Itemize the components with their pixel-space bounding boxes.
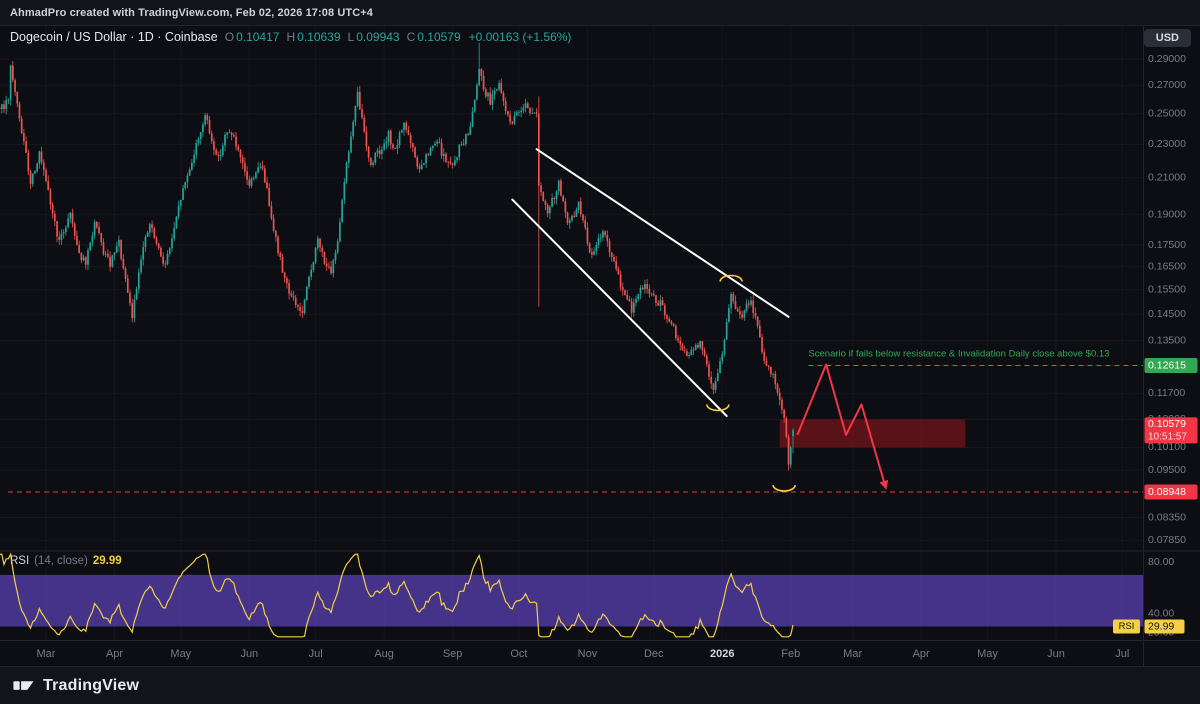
support-price-text: 0.08948: [1148, 486, 1186, 498]
price-tick: 0.21000: [1148, 172, 1186, 184]
rsi-pane: [0, 552, 1143, 638]
time-tick: Apr: [913, 648, 930, 660]
bar-countdown-text: 10:51:57: [1148, 432, 1187, 443]
rsi-name-tag-text: RSI: [1119, 621, 1135, 632]
rsi-name-tag: [1113, 619, 1140, 634]
time-tick: May: [170, 648, 191, 660]
time-tick: May: [977, 648, 998, 660]
channel-trendline-1[interactable]: [535, 148, 790, 318]
time-tick: Oct: [510, 648, 527, 660]
currency-button[interactable]: USD: [1143, 29, 1191, 47]
down-candle-wicks: [3, 61, 789, 471]
ohlc-value: 0.10639: [297, 30, 341, 44]
scenario-note-text: Scenario if fails below resistance & Inv…: [808, 349, 1109, 360]
ohlc-value: 0.10417: [236, 30, 280, 44]
price-tick: 0.11700: [1148, 387, 1185, 399]
last-price-label: [1144, 417, 1198, 444]
watermark-bar: AhmadPro created with TradingView.com, F…: [0, 0, 1200, 26]
rsi-title[interactable]: RSI: [10, 555, 30, 567]
time-axis[interactable]: Mar Apr May Jun Jul Aug Sep Oct Nov Dec 2026 Feb Mar…: [37, 648, 1130, 660]
rsi-value-tag: [1144, 619, 1185, 634]
time-tick: Sep: [443, 648, 463, 660]
change-value: +0.00163 (+1.56%): [468, 30, 572, 44]
rsi-tick: 80.00: [1148, 556, 1174, 568]
price-tick: 0.15500: [1148, 284, 1186, 296]
resistance-price-label: [1144, 358, 1198, 374]
highlight-arc[interactable]: [772, 484, 796, 492]
chart-canvas[interactable]: Scenario if fails below resistance & Inv…: [0, 26, 1200, 666]
scenario-projection-arrow[interactable]: [796, 363, 889, 490]
rsi-value: 29.99: [92, 555, 122, 567]
price-tick: 0.29000: [1148, 53, 1186, 65]
price-tick: 0.09500: [1148, 464, 1186, 476]
price-tick: 0.08350: [1148, 511, 1186, 523]
price-tick: 0.07850: [1148, 534, 1186, 546]
ohlc-key: H: [286, 30, 296, 44]
rsi-legend: RSI (14, close) 29.99: [10, 555, 122, 567]
footer-bar: TradingView: [0, 666, 1200, 704]
time-tick: Jun: [240, 648, 258, 660]
time-tick: Dec: [644, 648, 664, 660]
watermark-text: AhmadPro created with TradingView.com, F…: [10, 6, 374, 19]
grid: [0, 58, 1143, 541]
pane-separators: [0, 26, 1200, 666]
symbol-legend: Dogecoin / US Dollar · 1D · Coinbase O 0.…: [10, 30, 571, 44]
tradingview-wordmark[interactable]: TradingView: [43, 676, 140, 694]
price-tick: 0.25000: [1148, 107, 1186, 119]
rsi-line: [0, 552, 794, 638]
highlight-arc[interactable]: [706, 404, 730, 412]
price-tick: 0.17500: [1148, 239, 1186, 251]
ohlc-key: L: [347, 30, 355, 44]
time-tick: Apr: [106, 648, 123, 660]
rsi-value-tag-text: 29.99: [1148, 620, 1174, 632]
highlight-arc[interactable]: [719, 274, 743, 282]
price-tick: 0.16500: [1148, 260, 1186, 272]
symbol-title[interactable]: Dogecoin / US Dollar · 1D · Coinbase: [10, 30, 218, 44]
price-tick: 0.14500: [1148, 308, 1186, 320]
time-tick: Jun: [1047, 648, 1065, 660]
time-tick: Aug: [374, 648, 394, 660]
last-price-text: 0.10579: [1148, 418, 1186, 430]
price-axis[interactable]: 0.29000 0.27000 0.25000 0.23000 0.21000 0.190…: [1144, 53, 1198, 546]
price-pane: Scenario if fails below resistance & Inv…: [0, 42, 1143, 493]
channel-trendline-2[interactable]: [511, 198, 728, 417]
time-tick: Mar: [843, 648, 862, 660]
time-tick: Mar: [37, 648, 56, 660]
ohlc-key: O: [224, 30, 235, 44]
up-candle-wicks: [1, 42, 794, 469]
rsi-params: (14, close): [34, 555, 88, 567]
support-price-label: [1144, 484, 1198, 500]
time-tick: Nov: [578, 648, 598, 660]
time-tick: Jul: [309, 648, 323, 660]
price-tick: 0.10100: [1148, 441, 1186, 453]
up-candle-bodies: [0, 65, 794, 465]
ohlc-value: 0.10579: [417, 30, 461, 44]
price-tick: 0.27000: [1148, 79, 1186, 91]
rsi-band: [0, 574, 1143, 627]
price-tick: 0.19000: [1148, 209, 1186, 221]
ohlc-key: C: [406, 30, 416, 44]
time-tick: Jul: [1115, 648, 1129, 660]
price-tick: 0.23000: [1148, 138, 1186, 150]
rsi-tick: 40.00: [1148, 607, 1174, 619]
ohlc-values: O 0.10417 H 0.10639 L 0.09943 C 0.10579: [218, 30, 461, 44]
resistance-price-text: 0.12615: [1148, 359, 1186, 371]
chart-area: Scenario if fails below resistance & Inv…: [0, 26, 1200, 666]
ohlc-value: 0.09943: [356, 30, 400, 44]
down-candle-bodies: [0, 65, 790, 465]
time-tick: Feb: [781, 648, 800, 660]
tradingview-logo-icon[interactable]: [12, 674, 35, 697]
price-tick: 0.13500: [1148, 334, 1186, 346]
time-tick: 2026: [710, 648, 734, 660]
